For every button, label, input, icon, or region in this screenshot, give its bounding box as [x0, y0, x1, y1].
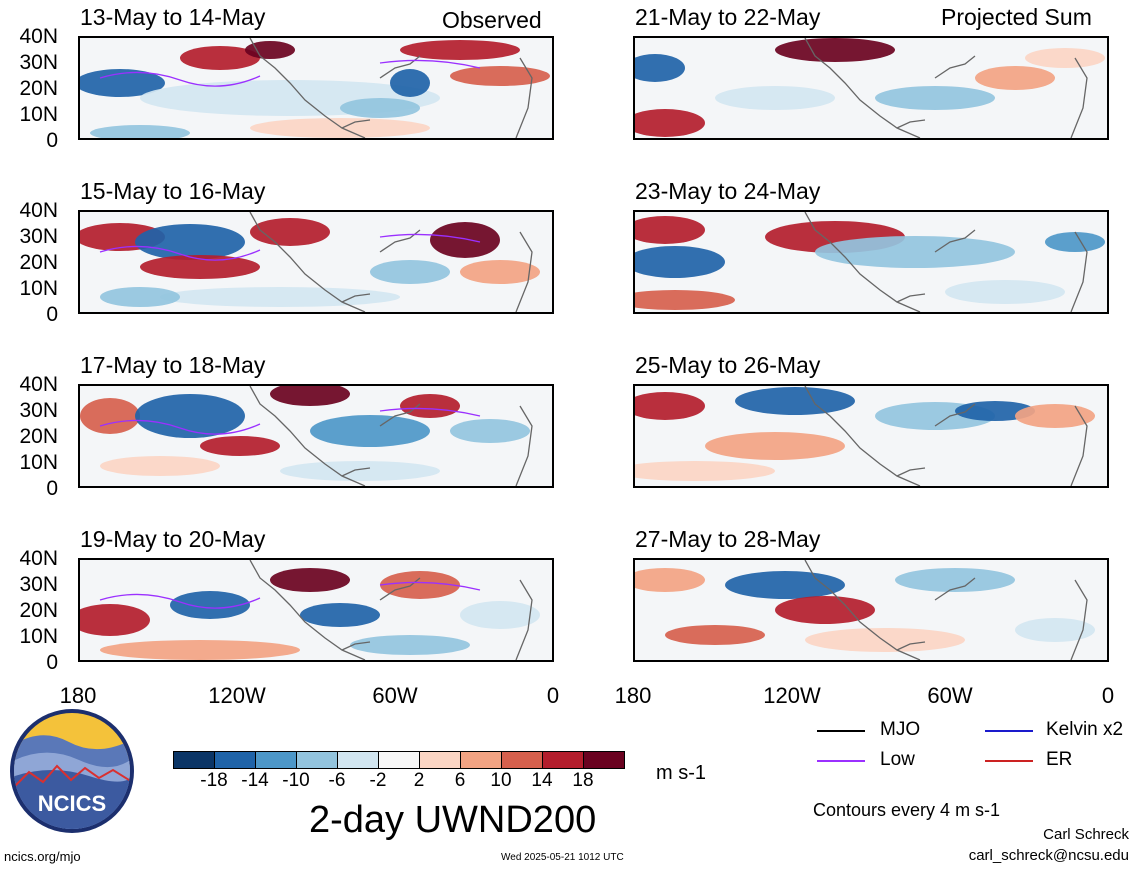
y-tick-30n: 30N: [19, 399, 58, 422]
colorbar-label: 6: [454, 770, 466, 791]
colorbar-swatch: [460, 751, 502, 769]
contour-note: Contours every 4 m s-1: [813, 800, 1001, 820]
y-tick-0: 0: [46, 129, 58, 152]
author-email: carl_schreck@ncsu.edu: [968, 847, 1129, 864]
y-tick-10n: 10N: [19, 103, 58, 126]
colorbar-swatch: [378, 751, 420, 769]
panel-title-obs-1: 13-May to 14-May: [80, 4, 266, 30]
legend-line-mjo: [817, 730, 865, 732]
colorbar-swatch: [337, 751, 379, 769]
panel-title-proj-4: 27-May to 28-May: [635, 526, 821, 552]
colorbar-label: -14: [241, 770, 269, 791]
legend-label-er: ER: [1046, 749, 1073, 770]
map-panel-obs-4: [78, 558, 554, 662]
y-tick-0: 0: [46, 303, 58, 326]
panel-title-proj-3: 25-May to 26-May: [635, 352, 821, 378]
legend-label-kelvin: Kelvin x2: [1046, 719, 1124, 740]
legend-line-er: [985, 760, 1033, 762]
y-tick-20n: 20N: [19, 425, 58, 448]
panel-title-obs-4: 19-May to 20-May: [80, 526, 266, 552]
panel-title-obs-2: 15-May to 16-May: [80, 178, 266, 204]
x-tick-180: 180: [614, 683, 652, 708]
y-tick-10n: 10N: [19, 277, 58, 300]
y-tick-20n: 20N: [19, 77, 58, 100]
map-panel-obs-2: [78, 210, 554, 314]
panel-title-proj-1: 21-May to 22-May: [635, 4, 821, 30]
colorbar-label: 14: [531, 770, 553, 791]
y-tick-40n: 40N: [19, 373, 58, 396]
colorbar-label: -18: [200, 770, 228, 791]
y-tick-40n: 40N: [19, 25, 58, 48]
colorbar-swatch: [419, 751, 461, 769]
y-tick-30n: 30N: [19, 51, 58, 74]
y-tick-0: 0: [46, 477, 58, 500]
colorbar-swatch: [501, 751, 543, 769]
timestamp: Wed 2025-05-21 1012 UTC: [501, 852, 624, 863]
y-tick-20n: 20N: [19, 251, 58, 274]
legend-label-mjo: MJO: [880, 719, 921, 740]
legend-line-kelvin: [985, 730, 1033, 732]
colorbar-swatch: [255, 751, 297, 769]
colorbar-swatch: [214, 751, 256, 769]
site-link[interactable]: ncics.org/mjo: [4, 849, 81, 864]
map-panel-obs-3: [78, 384, 554, 488]
colorbar-label: -6: [328, 770, 346, 791]
legend-label-low: Low: [880, 749, 915, 770]
colorbar-swatch: [296, 751, 338, 769]
colorbar-swatch: [542, 751, 584, 769]
map-panel-proj-2: [633, 210, 1109, 314]
x-tick-180: 180: [59, 683, 97, 708]
colorbar-swatch: [583, 751, 625, 769]
logo-text: NCICS: [38, 791, 106, 816]
ncics-logo: NCICS: [9, 708, 135, 834]
colorbar-units: m s-1: [656, 762, 706, 784]
map-panel-proj-3: [633, 384, 1109, 488]
y-tick-30n: 30N: [19, 225, 58, 248]
x-tick-120w: 120W: [763, 683, 821, 708]
x-tick-120w: 120W: [208, 683, 266, 708]
colorbar-label: -10: [282, 770, 310, 791]
colorbar-label: 2: [413, 770, 425, 791]
y-tick-10n: 10N: [19, 451, 58, 474]
x-tick-0: 0: [546, 683, 560, 708]
y-tick-40n: 40N: [19, 547, 58, 570]
x-tick-60w: 60W: [372, 683, 418, 708]
observed-label: Observed: [442, 7, 542, 33]
x-tick-0: 0: [1101, 683, 1115, 708]
colorbar-swatch: [173, 751, 215, 769]
author-name: Carl Schreck: [1043, 826, 1129, 843]
x-tick-60w: 60W: [927, 683, 973, 708]
colorbar-label: -2: [369, 770, 387, 791]
map-panel-proj-1: [633, 36, 1109, 140]
y-tick-30n: 30N: [19, 573, 58, 596]
panel-title-obs-3: 17-May to 18-May: [80, 352, 266, 378]
projected-sum-label: Projected Sum: [941, 4, 1092, 30]
y-tick-20n: 20N: [19, 599, 58, 622]
chart-title: 2-day UWND200: [309, 799, 597, 841]
y-tick-0: 0: [46, 651, 58, 674]
colorbar-label: 10: [490, 770, 512, 791]
y-tick-10n: 10N: [19, 625, 58, 648]
map-panel-proj-4: [633, 558, 1109, 662]
colorbar-label: 18: [572, 770, 594, 791]
legend-line-low: [817, 760, 865, 762]
panel-title-proj-2: 23-May to 24-May: [635, 178, 821, 204]
map-panel-obs-1: [78, 36, 554, 140]
y-tick-40n: 40N: [19, 199, 58, 222]
